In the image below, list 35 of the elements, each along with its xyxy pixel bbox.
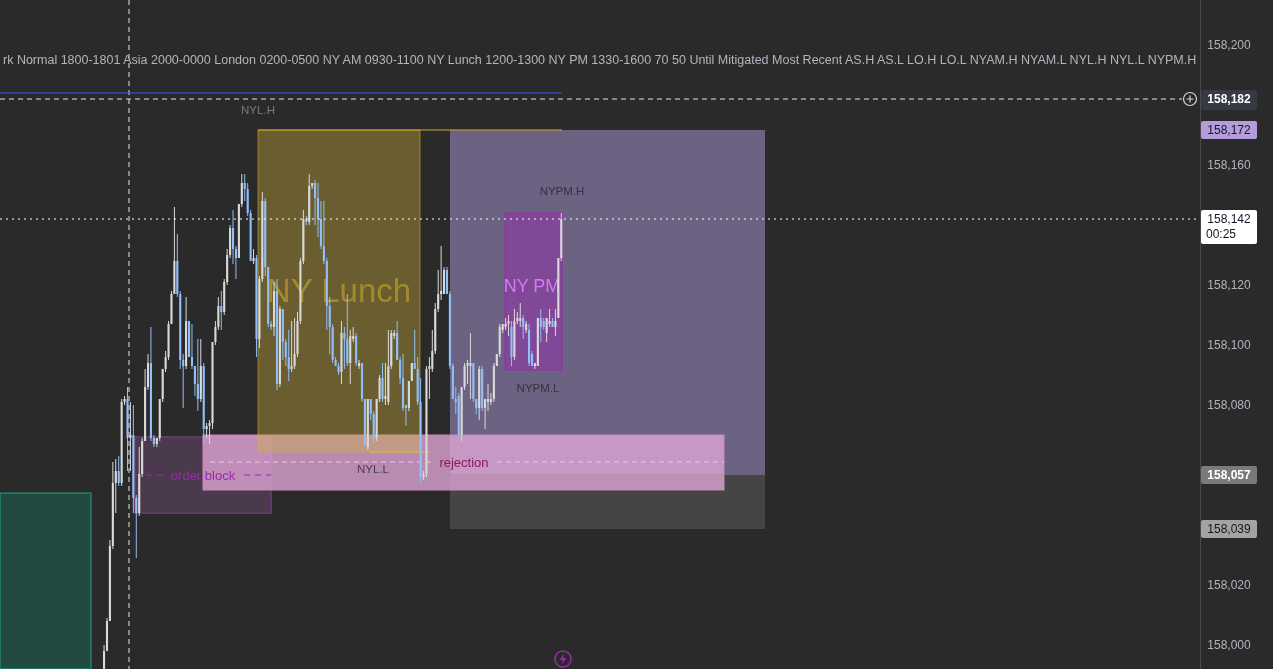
text: rk Normal 1800-1801 Asia 2000-0000 London 0200-0500 NY AM 0930-1100 NY Lunch 1200-1300 NY PM 1330-1600 70 50 Until Mitigated Most Recent AS.H AS.L LO.H LO.L NYAM.H NYAM.L NYL.H NYL.L NYPM.H — [3, 53, 1197, 68]
text: 158,057 — [1207, 468, 1252, 483]
annotation: NYPM.H — [539, 185, 585, 198]
text: 158,172 — [1207, 123, 1252, 138]
candlestick — [287, 329, 290, 382]
candlestick — [129, 401, 132, 472]
candlestick — [384, 362, 387, 406]
y-tick-label: 158,160 — [1207, 158, 1252, 173]
y-tick-label: 158,000 — [1207, 638, 1252, 653]
candlestick — [196, 338, 199, 412]
candlestick — [519, 302, 522, 328]
text: 158,039 — [1207, 522, 1252, 537]
annotation: rejection — [439, 454, 489, 470]
y-tick-label: 158,200 — [1207, 38, 1252, 53]
ref-line-label: 158,142 — [1207, 212, 1252, 227]
annotation: NYL.L — [357, 463, 390, 476]
y-tick-label: 158,120 — [1207, 278, 1252, 293]
annotation: NYL.H — [241, 104, 275, 117]
candlestick — [358, 359, 361, 370]
y-tick-label: 158,020 — [1207, 578, 1252, 593]
candlestick — [220, 290, 223, 331]
candlestick — [343, 326, 346, 370]
y-tick-label: 158,100 — [1207, 338, 1252, 353]
annotation: order block — [170, 467, 236, 483]
text: 00:25 — [1206, 227, 1237, 242]
annotation: NYPM.L — [516, 382, 561, 395]
candlestick — [469, 332, 472, 400]
candlestick — [290, 320, 293, 373]
candlestick — [117, 455, 120, 487]
candlestick — [246, 182, 249, 217]
candlestick — [525, 320, 528, 334]
candlestick — [381, 362, 384, 403]
y-tick-label: 158,080 — [1207, 398, 1252, 413]
ref-line-label: 158,182 — [1207, 92, 1252, 107]
candlestick — [539, 308, 542, 343]
